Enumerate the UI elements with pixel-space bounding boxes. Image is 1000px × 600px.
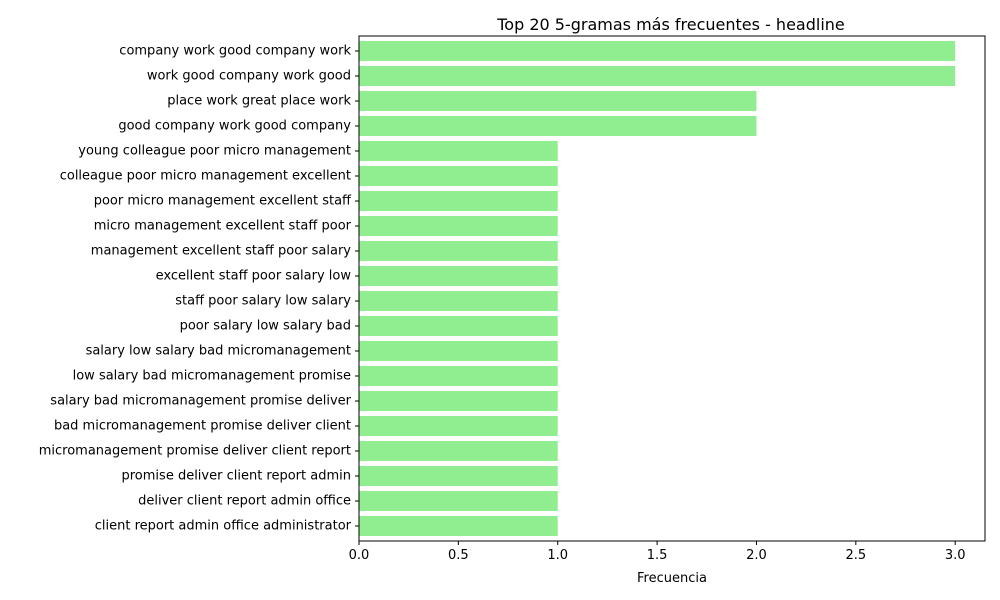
bar: [359, 316, 558, 336]
y-tick-label: work good company work good: [147, 69, 351, 84]
plot-frame: [358, 35, 986, 542]
bar: [359, 266, 558, 286]
y-tick-label: salary low salary bad micromanagement: [86, 344, 351, 359]
bar: [359, 416, 558, 436]
y-tick-label: staff poor salary low salary: [175, 294, 351, 309]
bar: [359, 216, 558, 236]
x-tick-label: 2.0: [746, 548, 767, 563]
x-tick-label: 1.0: [547, 548, 568, 563]
chart-title: Top 20 5-gramas más frecuentes - headlin…: [496, 15, 845, 34]
x-axis-ticks: 0.0 0.5 1.0 1.5 2.0 2.5 3.0: [349, 541, 966, 563]
y-tick-label: young colleague poor micro management: [78, 144, 351, 159]
y-tick-label: company work good company work: [119, 44, 351, 59]
y-tick-label: client report admin office administrator: [95, 519, 352, 534]
bar: [359, 491, 558, 511]
y-tick-label: salary bad micromanagement promise deliv…: [50, 394, 351, 409]
y-tick-label: micro management excellent staff poor: [94, 219, 352, 234]
y-tick-label: deliver client report admin office: [138, 494, 351, 509]
bar: [359, 391, 558, 411]
bar: [359, 166, 558, 186]
y-tick-label: micromanagement promise deliver client r…: [39, 444, 351, 459]
y-tick-label: promise deliver client report admin: [122, 469, 352, 484]
bar: [359, 141, 558, 161]
bar: [359, 91, 757, 111]
x-axis-label: Frecuencia: [637, 571, 707, 586]
x-tick-label: 0.5: [448, 548, 469, 563]
bars: [359, 41, 956, 536]
y-tick-label: poor salary low salary bad: [180, 319, 351, 334]
y-tick-label: excellent staff poor salary low: [156, 269, 352, 284]
x-tick-label: 2.5: [845, 548, 866, 563]
y-tick-label: poor micro management excellent staff: [94, 194, 352, 209]
x-tick-label: 3.0: [945, 548, 966, 563]
x-tick-label: 0.0: [349, 548, 370, 563]
y-tick-label: place work great place work: [167, 94, 351, 109]
y-tick-label: colleague poor micro management excellen…: [60, 169, 351, 184]
y-tick-label: management excellent staff poor salary: [91, 244, 352, 259]
bar: [359, 341, 558, 361]
bar: [359, 66, 956, 86]
bar: [359, 41, 956, 61]
x-tick-label: 1.5: [647, 548, 668, 563]
bar: [359, 466, 558, 486]
bar: [359, 191, 558, 211]
y-tick-label: good company work good company: [118, 119, 351, 134]
bar: [359, 441, 558, 461]
y-axis-ticks: company work good company work work good …: [39, 44, 359, 534]
y-tick-label: bad micromanagement promise deliver clie…: [54, 419, 351, 434]
y-tick-label: low salary bad micromanagement promise: [73, 369, 351, 384]
bar: [359, 241, 558, 261]
bar: [359, 291, 558, 311]
bar: [359, 116, 757, 136]
bar: [359, 516, 558, 536]
bar: [359, 366, 558, 386]
